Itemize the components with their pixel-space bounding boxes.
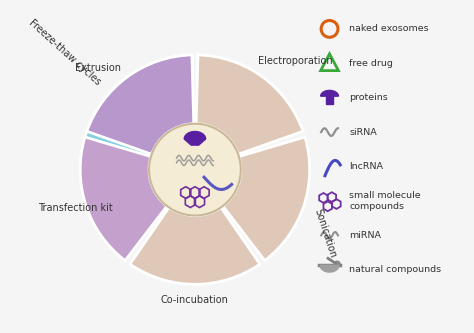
Text: siRNA: siRNA bbox=[349, 128, 377, 137]
Wedge shape bbox=[87, 55, 194, 154]
Wedge shape bbox=[80, 137, 167, 261]
Polygon shape bbox=[184, 132, 206, 145]
Text: Co-incubation: Co-incubation bbox=[161, 295, 229, 305]
Polygon shape bbox=[321, 90, 338, 96]
Text: proteins: proteins bbox=[349, 93, 388, 102]
Text: Electroporation: Electroporation bbox=[258, 56, 332, 66]
Circle shape bbox=[335, 261, 340, 267]
Text: natural compounds: natural compounds bbox=[349, 265, 442, 274]
Text: Sonication: Sonication bbox=[312, 208, 337, 259]
Text: Transfection kit: Transfection kit bbox=[38, 203, 113, 213]
Text: small molecule
compounds: small molecule compounds bbox=[349, 191, 421, 211]
Text: free drug: free drug bbox=[349, 59, 393, 68]
Polygon shape bbox=[320, 265, 339, 272]
Text: naked exosomes: naked exosomes bbox=[349, 24, 429, 33]
Polygon shape bbox=[326, 96, 333, 104]
Text: Extrusion: Extrusion bbox=[75, 63, 121, 73]
Text: lncRNA: lncRNA bbox=[349, 162, 383, 171]
Text: miRNA: miRNA bbox=[349, 231, 382, 240]
Wedge shape bbox=[196, 55, 303, 154]
Wedge shape bbox=[223, 137, 310, 261]
Text: Freeze-thaw cycles: Freeze-thaw cycles bbox=[27, 18, 103, 87]
Wedge shape bbox=[130, 207, 260, 284]
Circle shape bbox=[149, 124, 241, 215]
Wedge shape bbox=[80, 55, 194, 168]
